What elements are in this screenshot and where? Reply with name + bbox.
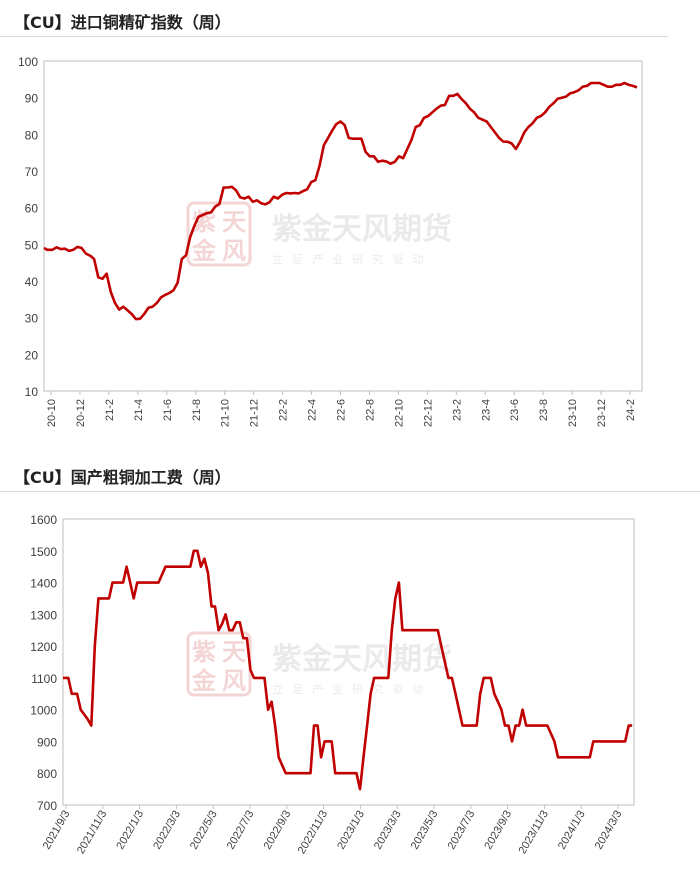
x-tick-label: 21-6 [162,399,174,421]
series-line [63,549,633,791]
x-tick-label: 21-10 [220,399,232,427]
x-tick-label: 21-4 [133,399,145,421]
watermark-seal-char: 紫 [192,639,216,666]
x-tick-label: 23-8 [538,399,550,421]
x-tick-label: 2022/9/3 [262,809,294,852]
y-tick-label: 1500 [30,545,57,559]
series-line [43,81,638,321]
y-tick-label: 90 [25,92,39,106]
x-tick-label: 2021/11/3 [75,809,109,857]
x-tick-label: 22-4 [307,399,319,421]
x-tick-label: 22-12 [422,399,434,427]
x-tick-label: 2023/1/3 [335,809,367,852]
x-tick-label: 21-12 [249,399,261,427]
y-tick-label: 1000 [30,704,57,718]
x-tick-label: 2022/5/3 [188,809,220,852]
watermark-name: 紫金天风期货 [272,642,452,676]
y-tick-label: 50 [25,238,39,252]
x-tick-label: 23-10 [567,399,579,427]
watermark-slogan: 立 足 产 业 研 究 驱 动 [272,682,426,696]
x-tick-label: 23-6 [509,399,521,421]
x-tick-label: 2023/5/3 [409,809,441,852]
x-tick-label: 22-8 [364,399,376,421]
chart1-title: 【CU】进口铜精矿指数（周） [14,13,231,32]
plot-area [43,60,643,392]
x-tick-label: 23-2 [451,399,463,421]
x-tick-label: 20-12 [75,399,87,427]
x-tick-label: 2022/7/3 [225,809,257,852]
x-tick-label: 23-4 [480,399,492,421]
chart1-title-rule [0,36,668,37]
watermark-seal-char: 风 [222,238,246,265]
y-tick-label: 1300 [30,608,57,622]
watermark-slogan: 立 足 产 业 研 究 驱 动 [272,252,426,266]
x-tick-label: 24-2 [625,399,637,421]
x-tick-label: 2022/11/3 [296,809,330,857]
x-tick-label: 21-2 [104,399,116,421]
chart2-title-rule [0,491,700,492]
x-tick-label: 23-12 [596,399,608,427]
watermark-seal-char: 天 [222,209,246,236]
x-tick-label: 22-6 [336,399,348,421]
x-tick-label: 20-10 [46,399,58,427]
watermark: 紫天金 风紫金天风期货立 足 产 业 研 究 驱 动 [186,201,452,267]
x-tick-label: 2021/9/3 [41,809,73,852]
x-tick-label: 2023/9/3 [482,809,514,852]
x-tick-label: 2022/1/3 [114,809,146,852]
x-tick-label: 2024/1/3 [556,809,588,852]
y-tick-label: 30 [25,312,39,326]
watermark-name: 紫金天风期货 [272,212,452,246]
x-tick-label: 2022/3/3 [151,809,183,852]
watermark-seal-char: 天 [222,639,246,666]
y-tick-label: 700 [37,799,57,813]
x-tick-label: 22-2 [278,399,290,421]
chart2-svg: 紫天金 风紫金天风期货立 足 产 业 研 究 驱 动 700 800 900 1000 11… [30,513,635,857]
plot-area [62,518,635,806]
y-tick-label: 10 [25,385,39,399]
x-tick-label: 21-8 [191,399,203,421]
watermark-seal-char: 金 [191,237,217,265]
watermark-seal-char: 风 [222,668,246,695]
x-tick-label: 2023/3/3 [372,809,404,852]
y-tick-label: 1600 [30,513,57,527]
y-tick-label: 800 [37,767,57,781]
y-tick-label: 40 [25,275,39,289]
y-tick-label: 80 [25,128,39,142]
y-tick-label: 70 [25,165,39,179]
y-tick-label: 1200 [30,640,57,654]
y-tick-label: 1100 [31,672,57,686]
watermark: 紫天金 风紫金天风期货立 足 产 业 研 究 驱 动 [186,631,452,697]
y-tick-label: 900 [37,735,57,749]
y-tick-label: 1400 [30,577,57,591]
watermark-seal-char: 金 [191,667,217,695]
y-tick-label: 20 [25,348,39,362]
chart1-svg: 紫天金 风紫金天风期货立 足 产 业 研 究 驱 动102030405060708… [18,55,643,427]
x-tick-label: 2024/3/3 [593,809,625,852]
chart2-title: 【CU】国产粗铜加工费（周） [14,468,231,487]
x-tick-label: 2023/7/3 [446,809,478,852]
y-tick-label: 100 [18,55,38,69]
x-tick-label: 2023/11/3 [517,809,551,857]
x-tick-label: 22-10 [393,399,405,427]
y-tick-label: 60 [25,202,39,216]
